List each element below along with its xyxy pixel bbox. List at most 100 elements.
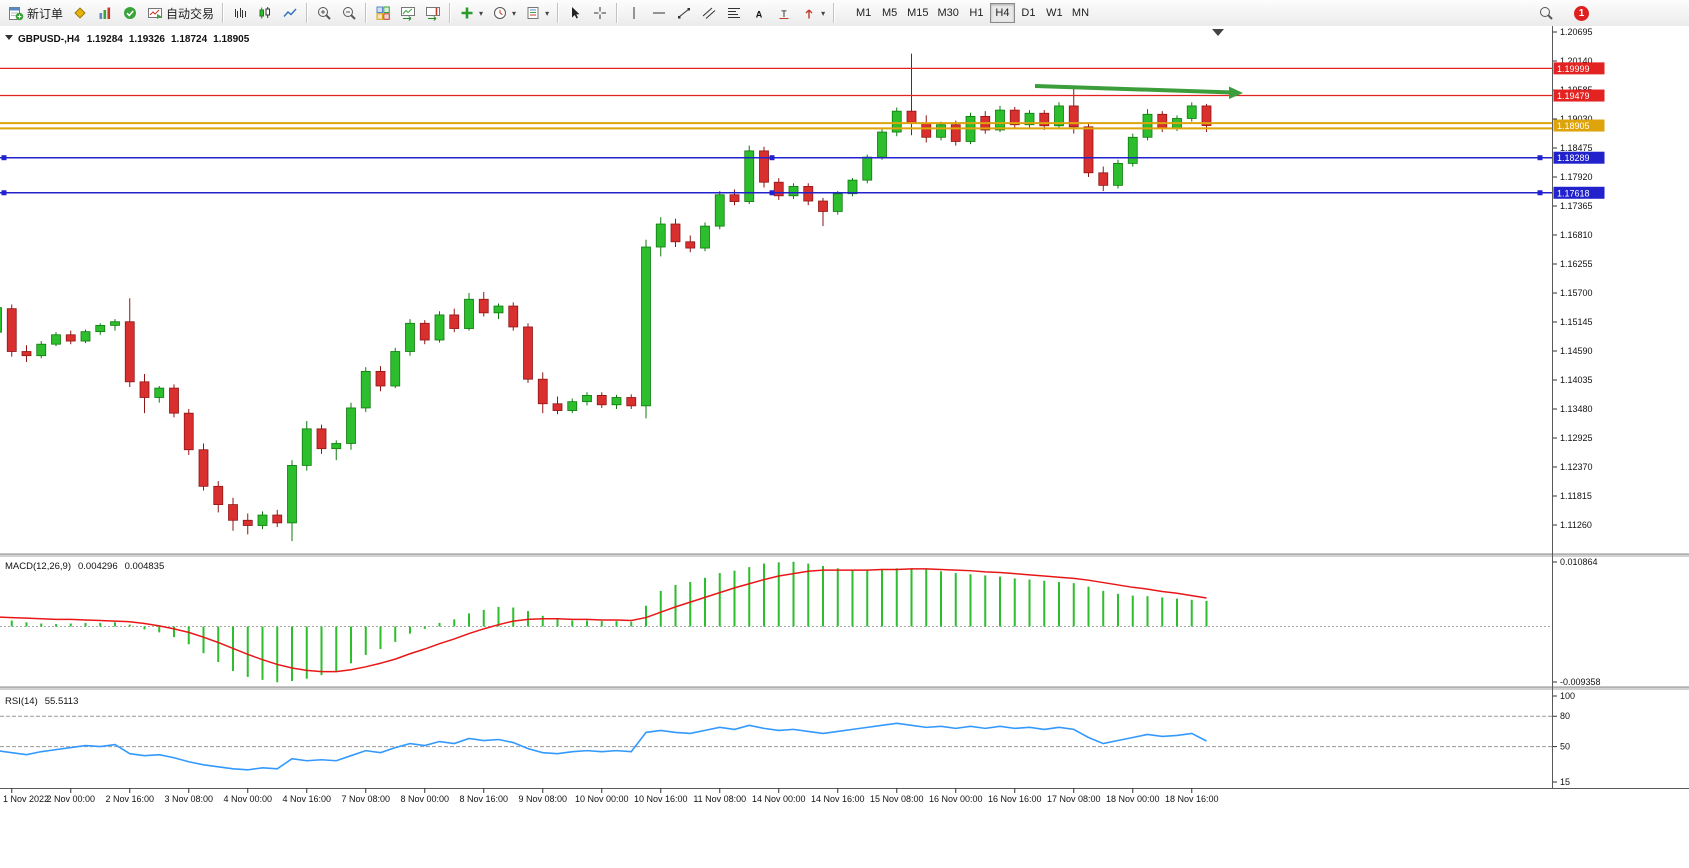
template-page-icon — [527, 7, 539, 19]
line-handle[interactable] — [1, 190, 7, 196]
candle — [390, 351, 401, 387]
timeframe-MN-button[interactable]: MN — [1068, 3, 1093, 23]
candle — [478, 298, 489, 314]
timeframe-M15-button[interactable]: M15 — [903, 3, 932, 23]
candle — [1113, 163, 1123, 186]
support-button[interactable] — [118, 2, 142, 24]
zoom-out-button[interactable] — [337, 2, 361, 24]
timeframe-H4-button[interactable]: H4 — [989, 3, 1015, 23]
candlestick-type-button[interactable] — [253, 2, 277, 24]
timeframe-M30-button[interactable]: M30 — [934, 3, 963, 23]
line-chart-type-button[interactable] — [278, 2, 302, 24]
arrows-tool-button[interactable]: ▾ — [797, 2, 829, 24]
tile-windows-button[interactable] — [371, 2, 395, 24]
line-handle[interactable] — [769, 155, 775, 161]
toolbar-separator — [306, 3, 309, 23]
svg-text:3 Nov 08:00: 3 Nov 08:00 — [164, 794, 213, 804]
arrow-object-icon — [805, 9, 813, 19]
line-handle[interactable] — [1537, 155, 1543, 161]
indicators-button[interactable]: ▾ — [455, 2, 487, 24]
trend-arrow-object[interactable] — [1034, 84, 1243, 99]
templates-button[interactable]: ▾ — [521, 2, 553, 24]
crosshair-button[interactable] — [588, 2, 612, 24]
svg-text:2 Nov 16:00: 2 Nov 16:00 — [105, 794, 154, 804]
chart-canvas[interactable]: 1.206951.201401.195851.190301.184751.179… — [0, 26, 1689, 868]
candle — [788, 185, 799, 197]
svg-text:14 Nov 00:00: 14 Nov 00:00 — [752, 794, 806, 804]
charts-button[interactable] — [93, 2, 117, 24]
svg-text:11 Nov 08:00: 11 Nov 08:00 — [693, 794, 746, 804]
horizontal-line-icon — [653, 12, 666, 14]
candle — [493, 305, 504, 314]
line-handle[interactable] — [1, 155, 7, 161]
timeframe-M5-button[interactable]: M5 — [877, 3, 902, 23]
candle — [110, 321, 120, 326]
price-tag — [1553, 119, 1605, 132]
svg-text:1.14035: 1.14035 — [1560, 375, 1593, 385]
zoom-in-button[interactable] — [312, 2, 336, 24]
horizontal-line-button[interactable] — [647, 2, 671, 24]
svg-text:100: 100 — [1560, 691, 1575, 701]
svg-text:1.19999: 1.19999 — [1557, 64, 1590, 74]
svg-text:8 Nov 16:00: 8 Nov 16:00 — [459, 794, 508, 804]
notification-badge[interactable]: 1 — [1574, 5, 1589, 21]
new-order-button[interactable]: 新订单 — [4, 2, 67, 24]
chart-shift-marker[interactable] — [1212, 29, 1224, 36]
text-button[interactable]: A — [747, 2, 771, 24]
candle — [744, 150, 755, 202]
toolbar-separator — [222, 3, 225, 23]
timeframe-H1-button[interactable]: H1 — [964, 3, 989, 23]
macd-panel — [0, 561, 1208, 683]
search-icon — [1540, 7, 1553, 20]
line-handle[interactable] — [1537, 190, 1543, 196]
cursor-button[interactable] — [563, 2, 587, 24]
profile-button[interactable] — [68, 2, 92, 24]
bar-chart-type-button[interactable] — [228, 2, 252, 24]
svg-text:7 Nov 08:00: 7 Nov 08:00 — [341, 794, 390, 804]
search-button[interactable] — [1534, 2, 1558, 24]
svg-text:1.17365: 1.17365 — [1560, 201, 1593, 211]
candle — [257, 514, 268, 526]
svg-text:1.12370: 1.12370 — [1560, 462, 1593, 472]
svg-text:15: 15 — [1560, 777, 1570, 787]
candle — [729, 194, 740, 202]
auto-scroll-button[interactable] — [396, 2, 420, 24]
dropdown-caret-icon: ▾ — [545, 8, 550, 18]
main-toolbar: 新订单 自动交易 — [0, 0, 1689, 27]
candle — [596, 394, 607, 406]
candle — [670, 223, 681, 243]
timeframe-D1-button[interactable]: D1 — [1016, 3, 1041, 23]
macd-label: MACD(12,26,9) 0.004296 0.004835 — [5, 561, 164, 572]
svg-text:4 Nov 16:00: 4 Nov 16:00 — [282, 794, 331, 804]
ohlc-bars-icon — [235, 8, 247, 18]
crosshair-icon — [594, 7, 607, 19]
vertical-line-button[interactable] — [622, 2, 646, 24]
fibonacci-button[interactable] — [722, 2, 746, 24]
candle — [139, 381, 150, 398]
line-handle[interactable] — [769, 190, 775, 196]
svg-text:1.18905: 1.18905 — [1557, 121, 1590, 131]
svg-text:16 Nov 00:00: 16 Nov 00:00 — [929, 794, 983, 804]
svg-text:A: A — [756, 10, 763, 20]
candle — [272, 514, 283, 524]
chart-shift-button[interactable] — [421, 2, 445, 24]
timeframe-W1-button[interactable]: W1 — [1042, 3, 1067, 23]
text-label-icon: T — [779, 9, 789, 19]
svg-text:T: T — [781, 9, 787, 19]
svg-text:18 Nov 16:00: 18 Nov 16:00 — [1165, 794, 1219, 804]
rsi-panel — [0, 722, 1207, 771]
candle — [877, 131, 887, 158]
periods-button[interactable]: ▾ — [488, 2, 520, 24]
text-label-button[interactable]: T — [772, 2, 796, 24]
candle — [1024, 112, 1035, 126]
timeframe-M1-button[interactable]: M1 — [851, 3, 876, 23]
trendline-button[interactable] — [672, 2, 696, 24]
autotrading-button[interactable]: 自动交易 — [143, 2, 218, 24]
price-tags: 1.19999 1.19479 1.18289 1.17618 1.18905 — [1553, 62, 1605, 199]
toolbar-separator — [833, 3, 836, 23]
channel-button[interactable] — [697, 2, 721, 24]
price-scale[interactable]: 1.206951.201401.195851.190301.184751.179… — [1552, 26, 1601, 788]
candle — [685, 241, 696, 249]
svg-text:18 Nov 00:00: 18 Nov 00:00 — [1106, 794, 1160, 804]
